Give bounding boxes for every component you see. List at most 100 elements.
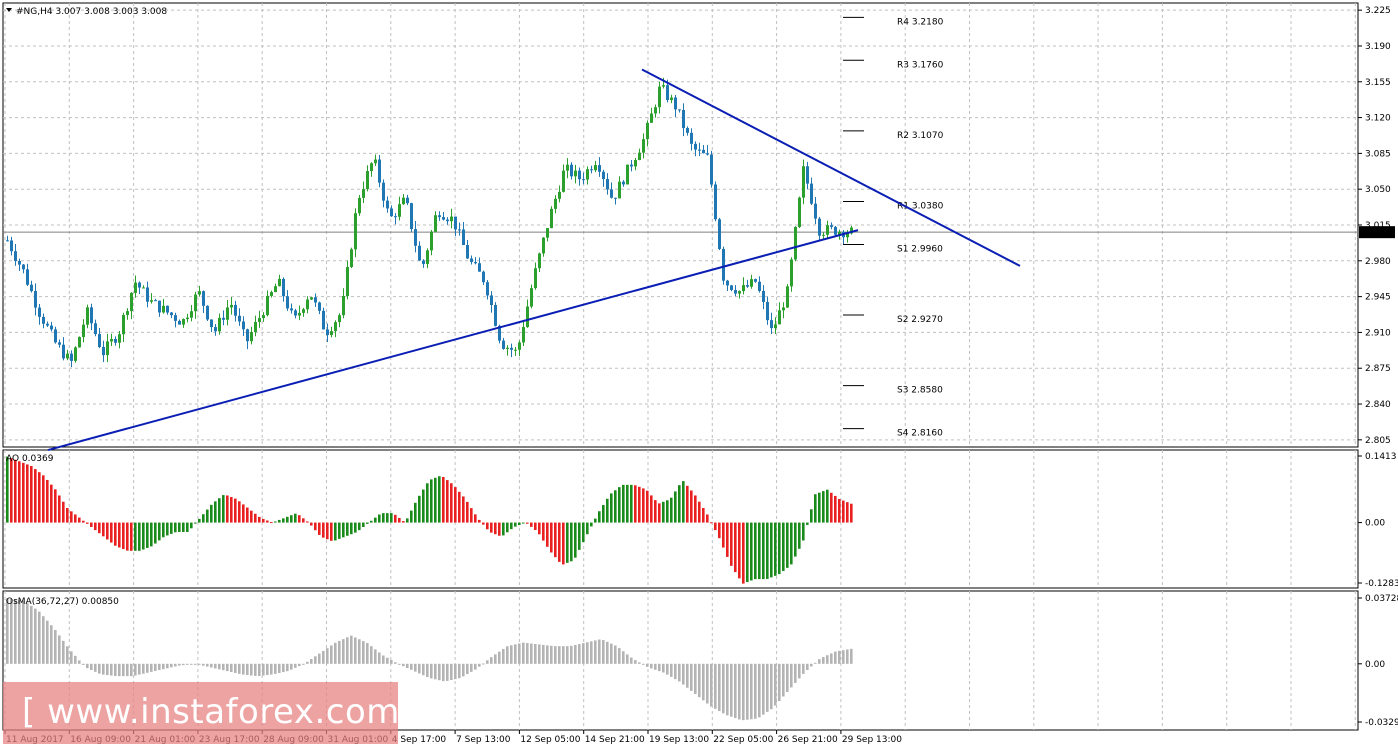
price-tick-label: 2.875 (1365, 364, 1391, 374)
ao-bar (138, 522, 141, 551)
candle-body (766, 301, 769, 321)
price-tick-label: 2.945 (1365, 293, 1391, 303)
candle-body (298, 312, 301, 316)
candle-body (130, 292, 133, 312)
candle-body (814, 203, 817, 219)
ao-bar (170, 522, 173, 534)
candle-body (286, 296, 289, 309)
osma-bar (78, 660, 81, 664)
candle-body (782, 307, 785, 311)
ao-bar (226, 495, 229, 523)
osma-bar (162, 663, 165, 670)
osma-bar (386, 657, 389, 664)
ao-bar (678, 485, 681, 523)
osma-bar (326, 648, 329, 664)
osma-bar (606, 641, 609, 664)
ao-bar (74, 514, 77, 523)
ao-bar (374, 517, 377, 523)
candle-body (346, 267, 349, 297)
ao-bar (618, 487, 621, 523)
collapse-triangle-icon[interactable] (6, 8, 12, 12)
osma-bar (478, 663, 481, 667)
candle-body (662, 85, 665, 87)
osma-bar (370, 646, 373, 664)
osma-bar (98, 663, 101, 674)
candle-body (710, 154, 713, 185)
candle-body (170, 312, 173, 316)
ao-bar (786, 522, 789, 568)
ao-bar (418, 495, 421, 523)
ao-bar (270, 522, 273, 524)
ao-bar (218, 498, 221, 523)
osma-bar (42, 616, 45, 664)
osma-bar (418, 663, 421, 674)
ao-bar (90, 522, 93, 527)
osma-bar (230, 663, 233, 673)
ao-bar (322, 522, 325, 538)
osma-bar (310, 659, 313, 664)
osma-bar (542, 644, 545, 664)
osma-bar (586, 642, 589, 664)
osma-bar (830, 653, 833, 664)
ao-bar (62, 501, 65, 523)
candle-body (386, 200, 389, 209)
candle-body (178, 320, 181, 325)
candle-body (838, 231, 841, 235)
osma-bar (494, 654, 497, 664)
candle-body (154, 300, 157, 302)
candle-body (182, 319, 185, 325)
candle-body (226, 307, 229, 320)
osma-bar (486, 660, 489, 664)
pivot-label: R3 3.1760 (897, 60, 944, 70)
ao-bar (298, 515, 301, 523)
ao-bar (534, 522, 537, 531)
ao-bar (526, 522, 529, 524)
osma-bar (190, 663, 193, 665)
osma-bar (458, 663, 461, 679)
candle-body (718, 219, 721, 249)
candle-body (630, 164, 633, 167)
candle-body (610, 189, 613, 198)
osma-bar (474, 663, 477, 670)
candle-body (342, 296, 345, 316)
osma-bar (614, 645, 617, 664)
ao-bar (818, 492, 821, 523)
osma-bar (250, 663, 253, 676)
candle-body (198, 291, 201, 295)
osma-bar (398, 663, 401, 665)
time-tick-label: 22 Sep 05:00 (713, 735, 773, 745)
candle-body (142, 287, 145, 289)
candle-body (106, 341, 109, 356)
candle-body (446, 219, 449, 222)
ao-bar (6, 456, 9, 523)
osma-bar (182, 663, 185, 666)
candle-body (334, 322, 337, 332)
ao-bar (266, 520, 269, 523)
ao-bar (366, 522, 369, 524)
osma-bar (66, 646, 69, 664)
osma-bar (786, 663, 789, 692)
ao-bar (370, 520, 373, 523)
candle-body (714, 184, 717, 220)
candle-body (214, 327, 217, 332)
trendlines[interactable] (47, 68, 1021, 452)
osma-bar (318, 653, 321, 664)
osma-bar (158, 663, 161, 671)
candle-body (338, 315, 341, 323)
ao-bar (142, 522, 145, 550)
ao-bar (414, 502, 417, 523)
candle-body (38, 307, 41, 317)
ao-bar (738, 522, 741, 579)
price-pane[interactable] (2, 2, 1359, 448)
candle-body (526, 306, 529, 328)
candle-body (206, 305, 209, 320)
candle-body (194, 294, 197, 312)
candle-body (626, 164, 629, 185)
osma-bar (110, 663, 113, 676)
osma-bar (482, 663, 485, 665)
osma-bar (62, 640, 65, 664)
candle-body (802, 166, 805, 198)
osma-bar (722, 663, 725, 714)
